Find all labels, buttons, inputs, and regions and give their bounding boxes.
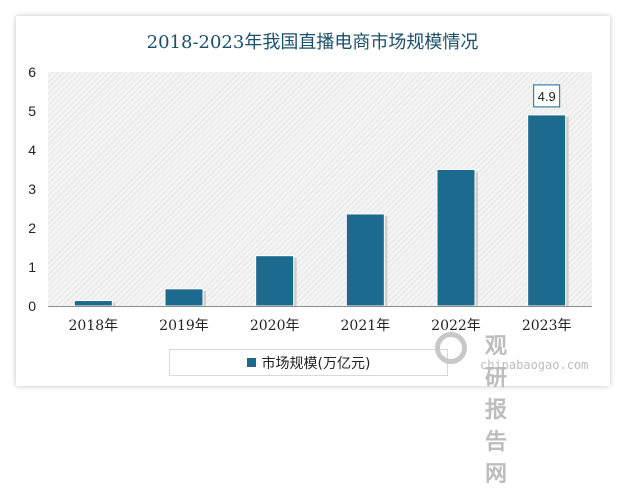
- y-tick-label: 2: [28, 220, 36, 236]
- y-tick-label: 4: [28, 142, 36, 158]
- y-tick-label: 5: [28, 103, 36, 119]
- x-tick-label: 2021年: [341, 318, 391, 334]
- y-tick-label: 3: [28, 181, 36, 197]
- bar-chart: 0 1 2 3 4 5 6 2018年 2019年 2020年 2021年 2022年 2023年 4.9: [28, 64, 592, 334]
- plot-area: [48, 72, 592, 306]
- y-tick-label: 0: [28, 298, 36, 314]
- bar-2023年: [527, 114, 567, 307]
- bar-2019年: [164, 288, 204, 307]
- bar-2020年: [255, 255, 295, 307]
- legend-label: 市场规模(万亿元): [261, 355, 371, 372]
- x-tick-label: 2019年: [159, 318, 209, 334]
- x-tick-label: 2022年: [431, 318, 481, 334]
- watermark-logo-icon: [435, 332, 467, 364]
- y-tick-label: 1: [28, 259, 36, 275]
- legend: 市场规模(万亿元): [169, 349, 448, 376]
- watermark-en: chinabaogao.com: [480, 358, 589, 372]
- legend-swatch: [246, 358, 256, 367]
- data-label-box: [533, 84, 561, 108]
- data-label: 4.9: [538, 89, 556, 104]
- x-tick-label: 2020年: [250, 318, 300, 334]
- chart-title: 2018-2023年我国直播电商市场规模情况: [146, 32, 479, 53]
- bar-2022年: [436, 169, 476, 307]
- x-tick-label: 2018年: [69, 318, 119, 334]
- y-tick-label: 6: [28, 64, 36, 80]
- bar-2021年: [345, 213, 385, 307]
- x-tick-label: 2023年: [522, 318, 572, 334]
- bar-2018年: [73, 300, 113, 307]
- watermark-cn: 观研报告网: [485, 334, 509, 487]
